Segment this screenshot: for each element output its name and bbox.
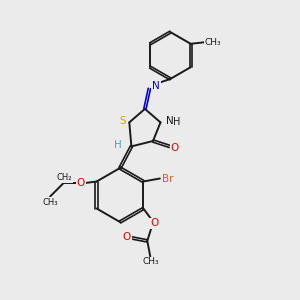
Text: H: H xyxy=(173,117,181,127)
Text: S: S xyxy=(119,116,126,126)
Text: H: H xyxy=(114,140,122,150)
Text: O: O xyxy=(150,218,158,229)
Text: O: O xyxy=(76,178,85,188)
Text: CH₃: CH₃ xyxy=(142,257,159,266)
Text: N: N xyxy=(166,116,174,126)
Text: N: N xyxy=(152,80,160,91)
Text: O: O xyxy=(171,143,179,153)
Text: CH₃: CH₃ xyxy=(42,198,58,207)
Text: O: O xyxy=(123,232,131,242)
Text: Br: Br xyxy=(162,173,173,184)
Text: CH₃: CH₃ xyxy=(204,38,221,47)
Text: CH₂: CH₂ xyxy=(57,173,72,182)
